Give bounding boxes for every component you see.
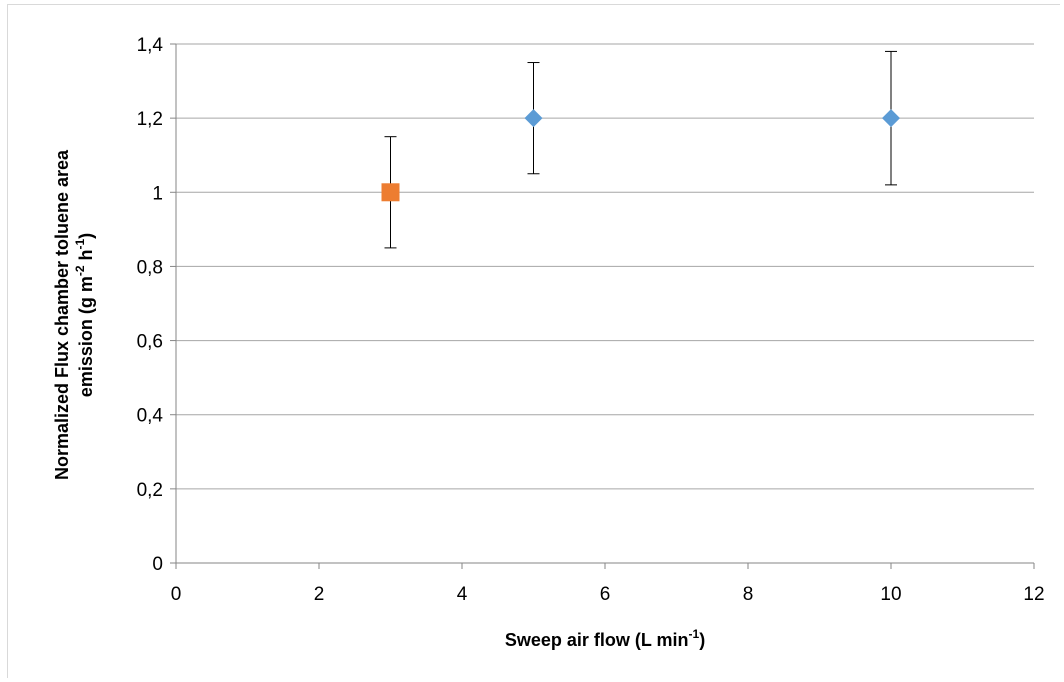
x-tick-label: 6: [600, 584, 611, 605]
y-axis-title-line2: emission (g m-2 h-1): [73, 233, 96, 397]
error-bars: [384, 50, 897, 249]
y-axis-title-line2-close: ): [76, 233, 96, 239]
x-tick-label: 4: [457, 584, 468, 605]
y-tick-label: 0,8: [137, 257, 163, 278]
x-tick-label: 10: [880, 584, 901, 605]
axes: [170, 43, 1035, 569]
diamond-marker: [524, 109, 543, 128]
y-axis-title-line2-prefix: emission (g m: [76, 276, 96, 397]
x-tick-label: 8: [743, 584, 754, 605]
y-tick-label: 0,2: [137, 480, 163, 501]
y-tick-label: 0,6: [137, 332, 163, 353]
y-tick-label: 0,4: [137, 406, 164, 427]
y-tick-label: 0: [152, 554, 163, 575]
x-tick-label: 12: [1023, 584, 1044, 605]
square-marker: [381, 183, 400, 202]
x-tick-label: 0: [171, 584, 182, 605]
y-tick-label: 1,4: [137, 35, 164, 56]
data-points: [381, 109, 900, 202]
x-tick-labels: 0 2 4 6 8 10 12: [171, 584, 1045, 605]
y-tick-label: 1,2: [137, 109, 163, 130]
x-axis-title-main: Sweep air flow (L min: [505, 630, 689, 650]
y-axis-title-line2-sup2: -1: [73, 238, 87, 249]
y-tick-label: 1: [152, 183, 163, 204]
x-axis-title: Sweep air flow (L min-1): [505, 627, 705, 650]
x-tick-label: 2: [314, 584, 325, 605]
y-axis-title-line2-mid: h: [76, 249, 96, 265]
y-axis-title-line1: Normalized Flux chamber toluene area: [52, 149, 72, 480]
chart-area: [7, 4, 1060, 678]
x-axis-title-close: ): [699, 630, 705, 650]
gridlines: [176, 43, 1034, 490]
diamond-marker: [882, 109, 900, 128]
y-axis-title-line2-sup1: -2: [73, 265, 87, 276]
x-axis-title-sup: -1: [689, 627, 700, 641]
y-tick-labels: 0 0,2 0,4 0,6 0,8 1 1,2 1,4: [137, 35, 164, 575]
